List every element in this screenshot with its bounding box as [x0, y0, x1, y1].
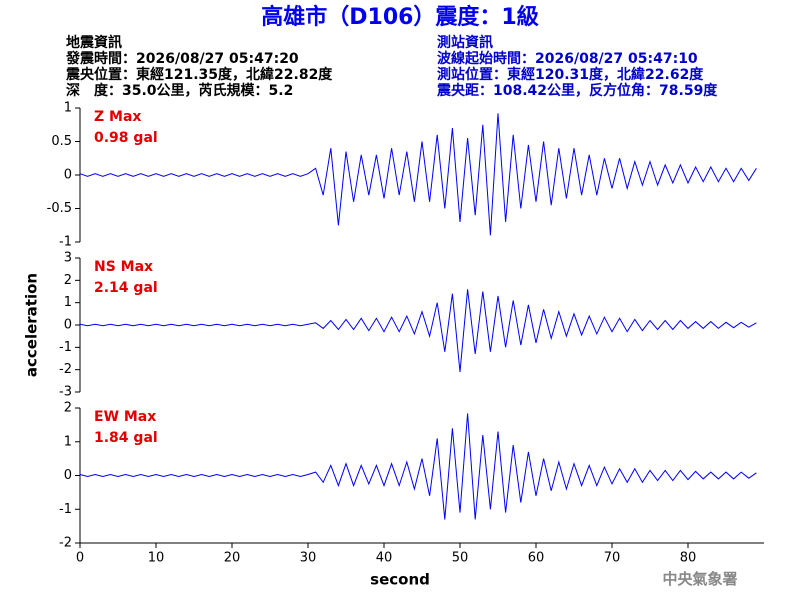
- footer: 中央氣象署: [662, 570, 737, 588]
- info-line: 測站位置：東經120.31度，北緯22.62度: [437, 66, 704, 83]
- x-axis-label: second: [370, 571, 430, 589]
- annotation: 2.14 gal: [94, 280, 158, 296]
- x-tick-label: 0: [76, 551, 84, 566]
- waveform: [79, 113, 757, 236]
- annotation: Z Max: [94, 109, 141, 125]
- y-tick-label: 1: [64, 101, 72, 116]
- x-tick-label: 70: [604, 551, 621, 566]
- title: 高雄市（D106）震度：1級: [261, 4, 539, 30]
- waveform: [79, 289, 757, 372]
- y-axis-label: acceleration: [23, 273, 41, 377]
- info-line: 震央位置：東經121.35度，北緯22.82度: [65, 66, 333, 83]
- y-tick-label: -2: [59, 536, 72, 551]
- y-tick-label: 3: [64, 251, 72, 266]
- annotation: EW Max: [94, 409, 156, 425]
- x-tick-label: 10: [148, 551, 165, 566]
- y-tick-label: -1: [59, 235, 72, 250]
- info-line: 波線起始時間：2026/08/27 05:47:10: [437, 50, 698, 67]
- y-tick-label: 2: [64, 401, 72, 416]
- annotation: NS Max: [94, 259, 153, 275]
- waveform: [79, 413, 757, 520]
- y-tick-label: -0.5: [47, 201, 72, 216]
- y-tick-label: 1: [64, 295, 72, 310]
- x-tick-label: 50: [452, 551, 469, 566]
- x-tick-label: 80: [680, 551, 697, 566]
- y-tick-label: 0.5: [51, 134, 72, 149]
- y-tick-label: -3: [59, 385, 72, 400]
- annotation: 1.84 gal: [94, 430, 158, 446]
- x-tick-label: 30: [300, 551, 317, 566]
- y-tick-label: 0: [64, 168, 72, 183]
- annotation: 0.98 gal: [94, 130, 158, 146]
- y-tick-label: 2: [64, 273, 72, 288]
- x-tick-label: 20: [224, 551, 241, 566]
- info-line: 測站資訊: [437, 34, 493, 51]
- y-tick-label: 0: [64, 468, 72, 483]
- info-line: 發震時間：2026/08/27 05:47:20: [65, 50, 299, 67]
- y-tick-label: -1: [59, 340, 72, 355]
- y-tick-label: -2: [59, 362, 72, 377]
- x-tick-label: 40: [376, 551, 393, 566]
- y-tick-label: -1: [59, 502, 72, 517]
- info-line: 地震資訊: [66, 34, 122, 51]
- x-tick-label: 60: [528, 551, 545, 566]
- y-tick-label: 1: [64, 434, 72, 449]
- y-tick-label: 0: [64, 318, 72, 333]
- info-line: 深 度：35.0公里，芮氏規模：5.2: [66, 82, 293, 99]
- info-line: 震央距：108.42公里，反方位角：78.59度: [436, 82, 718, 99]
